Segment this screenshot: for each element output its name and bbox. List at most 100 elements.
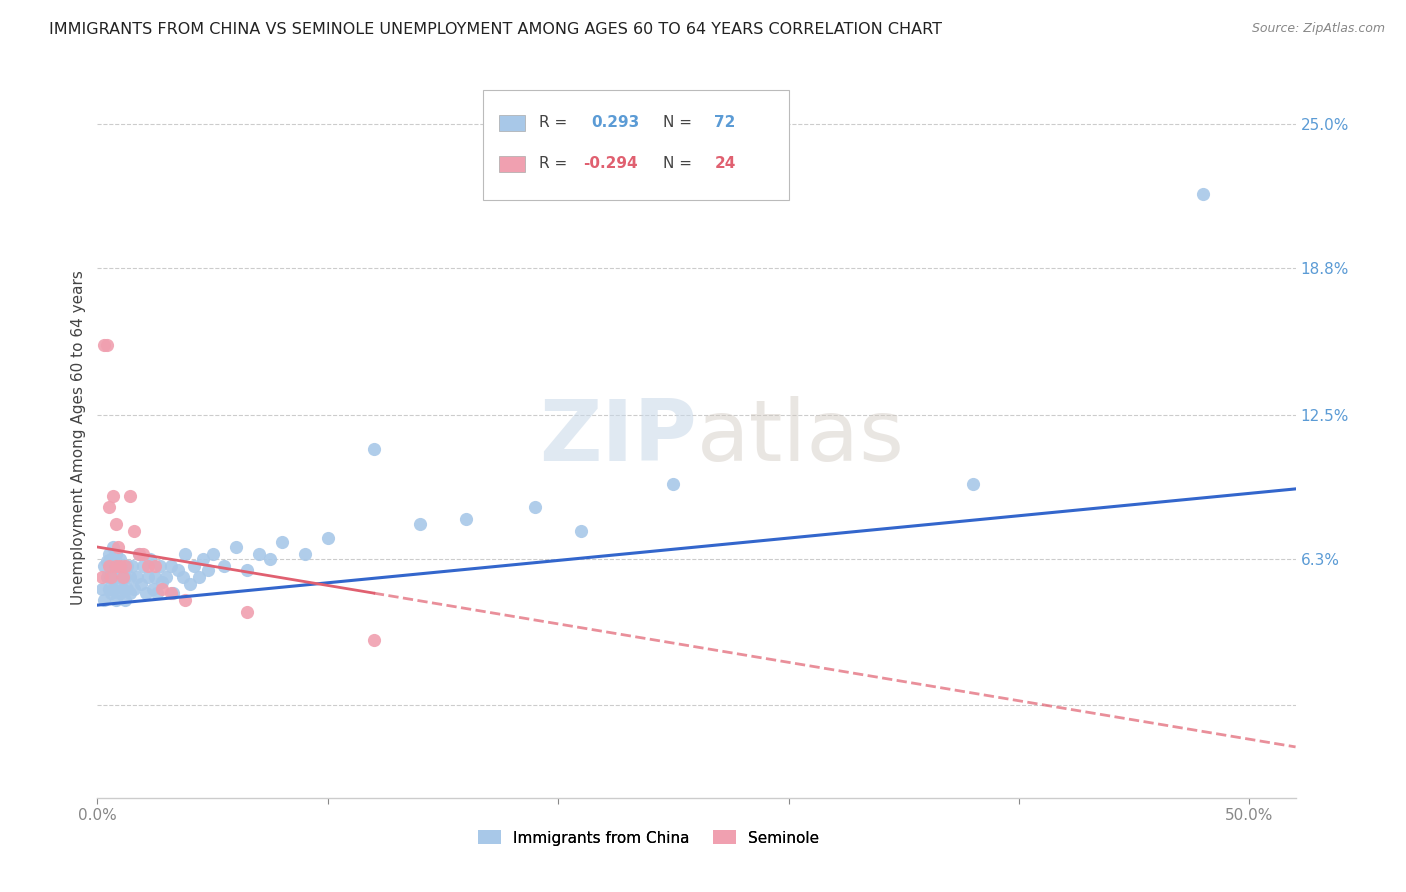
Point	[125, 570, 148, 584]
Point	[136, 558, 159, 573]
Point	[96, 554, 118, 568]
Point	[93, 558, 115, 573]
Point	[117, 582, 139, 596]
Point	[160, 558, 183, 573]
Point	[104, 570, 127, 584]
Point	[107, 540, 129, 554]
Point	[174, 593, 197, 607]
Point	[142, 582, 165, 596]
Point	[96, 338, 118, 352]
Point	[110, 558, 132, 573]
Point	[97, 500, 120, 515]
Point	[97, 547, 120, 561]
Point	[93, 593, 115, 607]
Legend: Immigrants from China, Seminole: Immigrants from China, Seminole	[472, 824, 825, 852]
Point	[104, 547, 127, 561]
Text: atlas: atlas	[696, 396, 904, 479]
Point	[103, 563, 125, 577]
Text: IMMIGRANTS FROM CHINA VS SEMINOLE UNEMPLOYMENT AMONG AGES 60 TO 64 YEARS CORRELA: IMMIGRANTS FROM CHINA VS SEMINOLE UNEMPL…	[49, 22, 942, 37]
Point	[236, 605, 259, 619]
Point	[118, 586, 141, 600]
Point	[100, 570, 122, 584]
Text: R =: R =	[540, 115, 572, 130]
Point	[97, 570, 120, 584]
Point	[104, 558, 127, 573]
Point	[118, 570, 141, 584]
Point	[662, 477, 685, 491]
Point	[259, 551, 281, 566]
Point	[122, 582, 145, 596]
Text: 72: 72	[714, 115, 735, 130]
Point	[150, 574, 173, 589]
Point	[110, 570, 132, 584]
Point	[111, 570, 134, 584]
Point	[363, 632, 385, 647]
Point	[143, 570, 166, 584]
FancyBboxPatch shape	[499, 115, 524, 131]
Point	[197, 563, 219, 577]
Point	[139, 551, 162, 566]
Text: ZIP: ZIP	[538, 396, 696, 479]
Point	[454, 512, 477, 526]
Point	[110, 586, 132, 600]
Point	[104, 593, 127, 607]
Point	[201, 547, 224, 561]
Point	[132, 558, 155, 573]
Point	[103, 489, 125, 503]
Point	[111, 563, 134, 577]
Point	[117, 558, 139, 573]
Point	[110, 551, 132, 566]
Point	[132, 547, 155, 561]
Point	[162, 586, 184, 600]
Point	[93, 338, 115, 352]
Point	[114, 558, 136, 573]
Point	[136, 570, 159, 584]
Point	[294, 547, 316, 561]
Point	[129, 577, 152, 591]
Text: 0.293: 0.293	[591, 115, 640, 130]
FancyBboxPatch shape	[499, 156, 524, 172]
Text: Source: ZipAtlas.com: Source: ZipAtlas.com	[1251, 22, 1385, 36]
Point	[179, 577, 201, 591]
Point	[962, 477, 984, 491]
Point	[97, 558, 120, 573]
FancyBboxPatch shape	[484, 90, 789, 200]
Point	[107, 558, 129, 573]
Point	[569, 524, 592, 538]
Point	[148, 558, 170, 573]
Text: N =: N =	[662, 156, 697, 171]
Point	[96, 570, 118, 584]
Point	[111, 582, 134, 596]
Point	[150, 582, 173, 596]
Point	[167, 563, 190, 577]
Point	[174, 547, 197, 561]
Point	[135, 586, 157, 600]
Point	[187, 570, 209, 584]
Y-axis label: Unemployment Among Ages 60 to 64 years: Unemployment Among Ages 60 to 64 years	[72, 270, 86, 605]
Point	[114, 570, 136, 584]
Point	[363, 442, 385, 457]
Point	[103, 540, 125, 554]
Point	[100, 551, 122, 566]
Point	[183, 558, 205, 573]
Point	[146, 586, 169, 600]
Point	[1192, 186, 1215, 201]
Point	[103, 582, 125, 596]
Point	[91, 570, 114, 584]
Point	[107, 577, 129, 591]
Point	[193, 551, 215, 566]
Point	[225, 540, 247, 554]
Point	[316, 531, 339, 545]
Point	[97, 582, 120, 596]
Point	[270, 535, 292, 549]
Point	[236, 563, 259, 577]
Point	[524, 500, 547, 515]
Point	[114, 593, 136, 607]
Point	[121, 558, 143, 573]
Point	[128, 547, 150, 561]
Point	[104, 516, 127, 531]
Text: N =: N =	[662, 115, 697, 130]
Point	[143, 558, 166, 573]
Point	[160, 586, 183, 600]
Point	[122, 524, 145, 538]
